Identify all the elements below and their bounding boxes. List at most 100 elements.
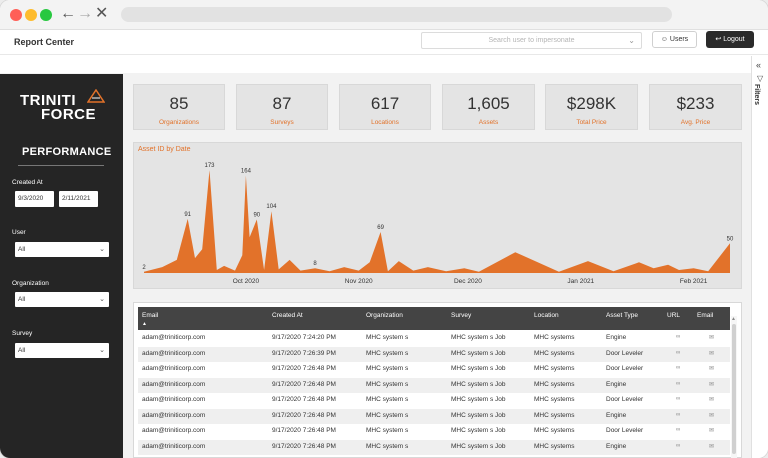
mail-icon[interactable]: ✉ bbox=[709, 381, 715, 388]
logout-button[interactable]: ↩ Logout bbox=[706, 31, 754, 48]
column-header-organization[interactable]: Organization bbox=[366, 312, 403, 319]
cell-location: MHC systems bbox=[534, 396, 575, 403]
link-icon[interactable]: ∞ bbox=[676, 427, 681, 433]
table-row[interactable]: adam@triniticorp.com 9/17/2020 7:26:48 PM… bbox=[138, 393, 730, 408]
cell-email: adam@triniticorp.com bbox=[142, 396, 206, 403]
cell-survey: MHC system s Job bbox=[451, 334, 506, 341]
cell-survey: MHC system s Job bbox=[451, 442, 506, 450]
address-bar[interactable] bbox=[121, 7, 672, 22]
survey-select-value: All bbox=[18, 347, 26, 354]
kpi-value: 85 bbox=[169, 94, 189, 113]
mail-icon[interactable]: ✉ bbox=[709, 397, 715, 403]
organization-select[interactable]: All ⌄ bbox=[15, 292, 109, 307]
table-row[interactable]: adam@triniticorp.com 9/17/2020 7:26:39 PM… bbox=[138, 346, 730, 362]
mail-icon[interactable]: ✉ bbox=[709, 366, 715, 372]
scroll-up-icon[interactable]: ▲ bbox=[731, 316, 736, 322]
chevron-down-icon: ⌄ bbox=[99, 296, 105, 303]
table-row[interactable]: adam@triniticorp.com 9/17/2020 7:26:48 PM… bbox=[138, 424, 730, 439]
cell-email: adam@triniticorp.com bbox=[142, 411, 206, 419]
mail-icon[interactable]: ✉ bbox=[709, 412, 715, 419]
data-label: 91 bbox=[184, 212, 191, 218]
column-header-email-action[interactable]: Email bbox=[697, 312, 714, 319]
user-select[interactable]: All ⌄ bbox=[15, 242, 109, 257]
cell-organization: MHC system s bbox=[366, 396, 409, 403]
chevron-down-icon: ⌄ bbox=[99, 246, 105, 253]
kpi-value: 87 bbox=[272, 94, 292, 113]
scrollbar-thumb[interactable] bbox=[732, 324, 736, 454]
mail-icon[interactable]: ✉ bbox=[709, 428, 715, 434]
logo-mark-icon bbox=[87, 89, 105, 103]
cell-location: MHC systems bbox=[534, 349, 575, 357]
expand-chevron-icon[interactable]: « bbox=[756, 60, 762, 70]
cell-survey: MHC system s Job bbox=[451, 396, 506, 403]
cell-survey: MHC system s Job bbox=[451, 365, 506, 372]
cell-email: adam@triniticorp.com bbox=[142, 334, 206, 341]
column-header-email[interactable]: Email bbox=[142, 312, 159, 319]
cell-created-at: 9/17/2020 7:26:39 PM bbox=[272, 349, 336, 357]
link-icon[interactable]: ∞ bbox=[676, 349, 681, 356]
sidebar: TRINITI FORCE PERFORMANCE Created At 9/3… bbox=[0, 74, 123, 458]
asset-area-chart[interactable]: 2 91 173 164 90 104 8 69 50 Oct 2020 Nov 2020 Dec 2… bbox=[134, 143, 743, 290]
link-icon[interactable]: ∞ bbox=[676, 380, 681, 387]
column-header-created-at[interactable]: Created At bbox=[272, 312, 303, 319]
area-series[interactable] bbox=[144, 170, 730, 273]
cell-location: MHC systems bbox=[534, 380, 575, 388]
filter-funnel-icon: ▽ bbox=[757, 74, 764, 83]
link-icon[interactable]: ∞ bbox=[676, 396, 681, 402]
browser-toolbar: ← → ✕ bbox=[0, 0, 768, 30]
link-icon[interactable]: ∞ bbox=[676, 411, 681, 418]
table-row[interactable]: adam@triniticorp.com 9/17/2020 7:26:48 PM… bbox=[138, 377, 730, 393]
asset-chart-panel: 2 91 173 164 90 104 8 69 50 Oct 2020 Nov 2020 Dec 2… bbox=[133, 142, 742, 289]
column-header-survey[interactable]: Survey bbox=[451, 312, 472, 319]
maximize-window-button[interactable] bbox=[40, 9, 52, 21]
mail-icon[interactable]: ✉ bbox=[709, 335, 715, 341]
cell-survey: MHC system s Job bbox=[451, 349, 506, 357]
cell-location: MHC systems bbox=[534, 411, 575, 419]
filters-pane[interactable]: « ▽ Filters bbox=[751, 56, 768, 458]
cell-created-at: 9/17/2020 7:26:48 PM bbox=[272, 427, 336, 434]
cell-asset-type: Door Leveler bbox=[606, 396, 644, 403]
cell-email: adam@triniticorp.com bbox=[142, 442, 206, 450]
table-row[interactable]: adam@triniticorp.com 9/17/2020 7:26:48 PM… bbox=[138, 362, 730, 377]
kpi-card-assets: 1,605 Assets bbox=[442, 84, 535, 130]
data-label: 90 bbox=[253, 213, 260, 219]
impersonate-user-select[interactable]: Search user to impersonate ⌄ bbox=[421, 32, 642, 49]
close-window-button[interactable] bbox=[10, 9, 22, 21]
close-icon[interactable]: ✕ bbox=[95, 5, 109, 22]
users-button[interactable]: ☺ Users bbox=[652, 31, 697, 48]
filters-label: Filters bbox=[753, 84, 760, 106]
kpi-card-organizations: 85 Organizations bbox=[133, 84, 225, 130]
minimize-window-button[interactable] bbox=[25, 9, 37, 21]
date-from-input[interactable]: 9/3/2020 bbox=[15, 191, 54, 207]
column-header-asset-type[interactable]: Asset Type bbox=[606, 312, 639, 319]
users-button-label: Users bbox=[669, 36, 689, 43]
forward-arrow-icon[interactable]: → bbox=[77, 5, 93, 22]
table-row[interactable]: adam@triniticorp.com 9/17/2020 7:26:48 PM… bbox=[138, 408, 730, 424]
column-header-url[interactable]: URL bbox=[667, 312, 681, 319]
table-scrollbar[interactable]: ▲ bbox=[731, 316, 737, 458]
cell-created-at: 9/17/2020 7:26:48 PM bbox=[272, 380, 336, 388]
link-icon[interactable]: ∞ bbox=[676, 365, 681, 371]
cell-asset-type: Engine bbox=[606, 442, 627, 450]
mail-icon[interactable]: ✉ bbox=[709, 443, 715, 450]
link-icon[interactable]: ∞ bbox=[676, 442, 681, 449]
cell-created-at: 9/17/2020 7:26:48 PM bbox=[272, 396, 336, 403]
cell-survey: MHC system s Job bbox=[451, 427, 506, 434]
table-row[interactable]: adam@triniticorp.com 9/17/2020 7:24:20 PM… bbox=[138, 331, 730, 346]
mail-icon[interactable]: ✉ bbox=[709, 350, 715, 357]
link-icon[interactable]: ∞ bbox=[676, 334, 681, 340]
logo-text-top: TRINITI bbox=[20, 92, 76, 109]
cell-created-at: 9/17/2020 7:26:48 PM bbox=[272, 411, 336, 419]
section-title: PERFORMANCE bbox=[22, 146, 112, 158]
back-arrow-icon[interactable]: ← bbox=[60, 5, 76, 22]
column-header-location[interactable]: Location bbox=[534, 312, 559, 319]
table-row[interactable]: adam@triniticorp.com 9/17/2020 7:26:48 PM… bbox=[138, 439, 730, 455]
data-label: 50 bbox=[727, 236, 734, 242]
user-select-value: All bbox=[18, 246, 26, 253]
date-to-input[interactable]: 2/11/2021 bbox=[59, 191, 98, 207]
cell-created-at: 9/17/2020 7:24:20 PM bbox=[272, 334, 336, 341]
logout-button-label: Logout bbox=[723, 36, 745, 43]
sort-ascending-icon[interactable]: ▲ bbox=[142, 321, 147, 327]
kpi-card-avg-price: $233 Avg. Price bbox=[649, 84, 742, 130]
survey-select[interactable]: All ⌄ bbox=[15, 343, 109, 358]
